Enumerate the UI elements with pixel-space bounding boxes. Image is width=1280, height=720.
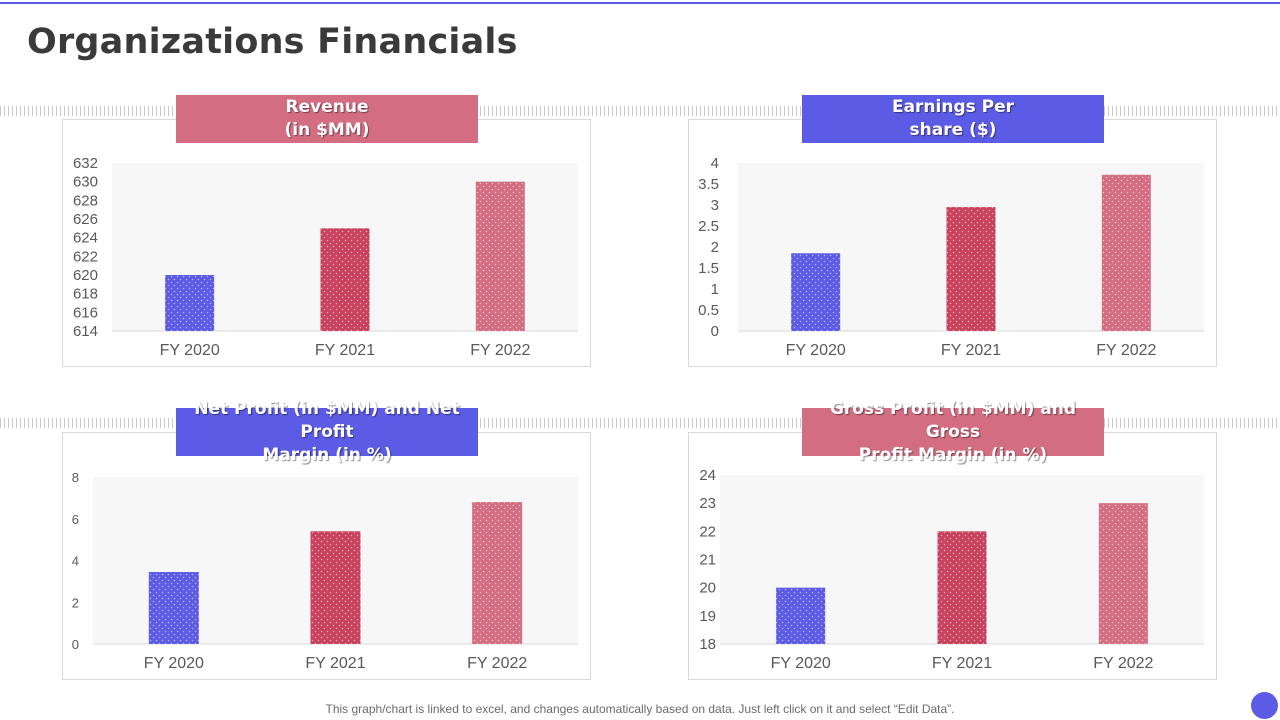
x-category-label: FY 2022: [1093, 655, 1153, 672]
y-tick-label: 618: [73, 286, 98, 303]
y-tick-label: 23: [699, 495, 716, 512]
net-profit-chart-title: Net Profit (in $MM) and Net Profit Margi…: [176, 399, 478, 465]
top-accent-rule: [0, 2, 1280, 4]
y-tick-label: 628: [73, 192, 98, 209]
y-tick-label: 3: [711, 197, 719, 214]
y-tick-label: 0: [72, 637, 79, 652]
gross-profit-bar-chart[interactable]: 18 19 20 21 22 23 24 FY 2020 FY 2021 FY 2022: [688, 432, 1217, 680]
x-category-label: FY 2022: [467, 655, 527, 672]
y-tick-label: 4: [72, 554, 79, 569]
footnote: This graph/chart is linked to excel, and…: [325, 702, 955, 716]
bar-fy-2021[interactable]: [310, 531, 361, 644]
x-category-label: FY 2021: [932, 655, 992, 672]
y-tick-label: 3.5: [698, 176, 719, 193]
y-tick-label: 614: [73, 323, 98, 340]
x-category-label: FY 2021: [941, 342, 1001, 359]
y-tick-label: 620: [73, 267, 98, 284]
y-tick-label: 0: [711, 323, 719, 340]
y-tick-label: 626: [73, 211, 98, 228]
bar-fy-2020[interactable]: [776, 587, 826, 644]
y-tick-label: 632: [73, 155, 98, 172]
bar-fy-2020[interactable]: [148, 571, 199, 644]
bar-fy-2022[interactable]: [472, 502, 523, 644]
eps-bar-chart[interactable]: 0 0.5 1 1.5 2 2.5 3 3.5 4 FY 2020 FY 2021 FY 2022: [688, 119, 1217, 367]
bar-fy-2021[interactable]: [320, 228, 370, 331]
y-tick-label: 2: [72, 595, 79, 610]
hatch-divider-top: [0, 106, 1280, 116]
eps-chart-title: Earnings Per share ($): [802, 95, 1104, 143]
page-indicator-dot: [1251, 692, 1278, 719]
x-category-label: FY 2020: [786, 342, 846, 359]
bar-fy-2022[interactable]: [475, 181, 525, 331]
y-tick-label: 2: [711, 239, 719, 256]
x-category-label: FY 2021: [315, 342, 375, 359]
x-category-label: FY 2022: [1096, 342, 1156, 359]
x-category-label: FY 2021: [305, 655, 365, 672]
y-tick-label: 616: [73, 304, 98, 321]
x-category-label: FY 2020: [771, 655, 831, 672]
bar-fy-2022[interactable]: [1098, 503, 1148, 644]
bar-fy-2021[interactable]: [937, 531, 987, 644]
y-tick-label: 1.5: [698, 260, 719, 277]
y-tick-label: 18: [699, 636, 716, 653]
page-title: Organizations Financials: [27, 22, 518, 62]
bar-fy-2020[interactable]: [791, 253, 841, 331]
y-tick-label: 0.5: [698, 302, 719, 319]
y-tick-label: 24: [699, 467, 716, 484]
revenue-chart-title: Revenue (in $MM): [176, 95, 478, 143]
y-tick-label: 20: [699, 580, 716, 597]
y-tick-label: 622: [73, 248, 98, 265]
x-category-label: FY 2022: [470, 342, 530, 359]
hatch-divider-bottom: [0, 418, 1280, 428]
bar-fy-2022[interactable]: [1101, 174, 1151, 331]
x-category-label: FY 2020: [160, 342, 220, 359]
y-tick-label: 19: [699, 608, 716, 625]
y-tick-label: 624: [73, 230, 98, 247]
y-tick-label: 4: [711, 155, 719, 172]
y-tick-label: 6: [72, 512, 79, 527]
y-tick-label: 630: [73, 174, 98, 191]
bar-fy-2020[interactable]: [165, 275, 215, 331]
bar-fy-2021[interactable]: [946, 207, 996, 331]
y-tick-label: 2.5: [698, 218, 719, 235]
y-tick-label: 22: [699, 523, 716, 540]
y-tick-label: 1: [711, 281, 719, 298]
y-tick-label: 21: [699, 552, 716, 569]
y-tick-label: 8: [72, 470, 79, 485]
net-profit-bar-chart[interactable]: 0 2 4 6 8 FY 2020 FY 2021 FY 2022: [62, 432, 591, 680]
x-category-label: FY 2020: [144, 655, 204, 672]
